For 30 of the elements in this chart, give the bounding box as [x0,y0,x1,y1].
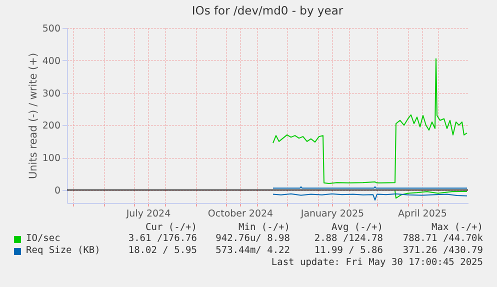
y-tick-label: 0 [54,186,60,197]
legend-label: IO/sec [26,233,60,244]
text: 371.26 /430.79 [402,245,483,256]
text: 788.71 /44.70k [402,233,483,244]
text: Last update: Fri May 30 17:00:45 2025 [271,257,483,268]
y-tick-label: 500 [42,24,60,34]
text: 2.88 /124.78 [314,233,383,244]
text: 18.02 / 5.95 [128,245,197,256]
text: Max (-/+) [432,222,483,233]
y-tick-label: 300 [42,88,60,100]
text: 11.99 / 5.86 [314,245,383,256]
text: Avg (-/+) [332,222,383,233]
text: 573.44m/ 4.22 [216,245,290,256]
text: 942.76u/ 8.98 [216,233,290,244]
x-tick-label: October 2024 [208,208,274,220]
line-series [272,193,468,201]
x-tick-label: July 2024 [125,208,171,220]
line-series [394,190,468,199]
y-axis-title: Units read (-) / write (+) [27,52,40,180]
chart-title: IOs for /dev/md0 - by year [192,4,344,18]
text: 3.61 /176.76 [128,233,197,244]
legend-label: Req Size (KB) [26,245,100,256]
text: Cur (-/+) [146,222,197,233]
x-tick-label: April 2025 [398,208,447,220]
text: Min (-/+) [238,222,290,233]
y-tick-label: 200 [42,120,60,132]
y-tick-label: 100 [42,153,60,164]
y-tick-label: 400 [42,56,60,67]
line-series [272,58,468,184]
x-tick-label: January 2025 [300,208,364,220]
